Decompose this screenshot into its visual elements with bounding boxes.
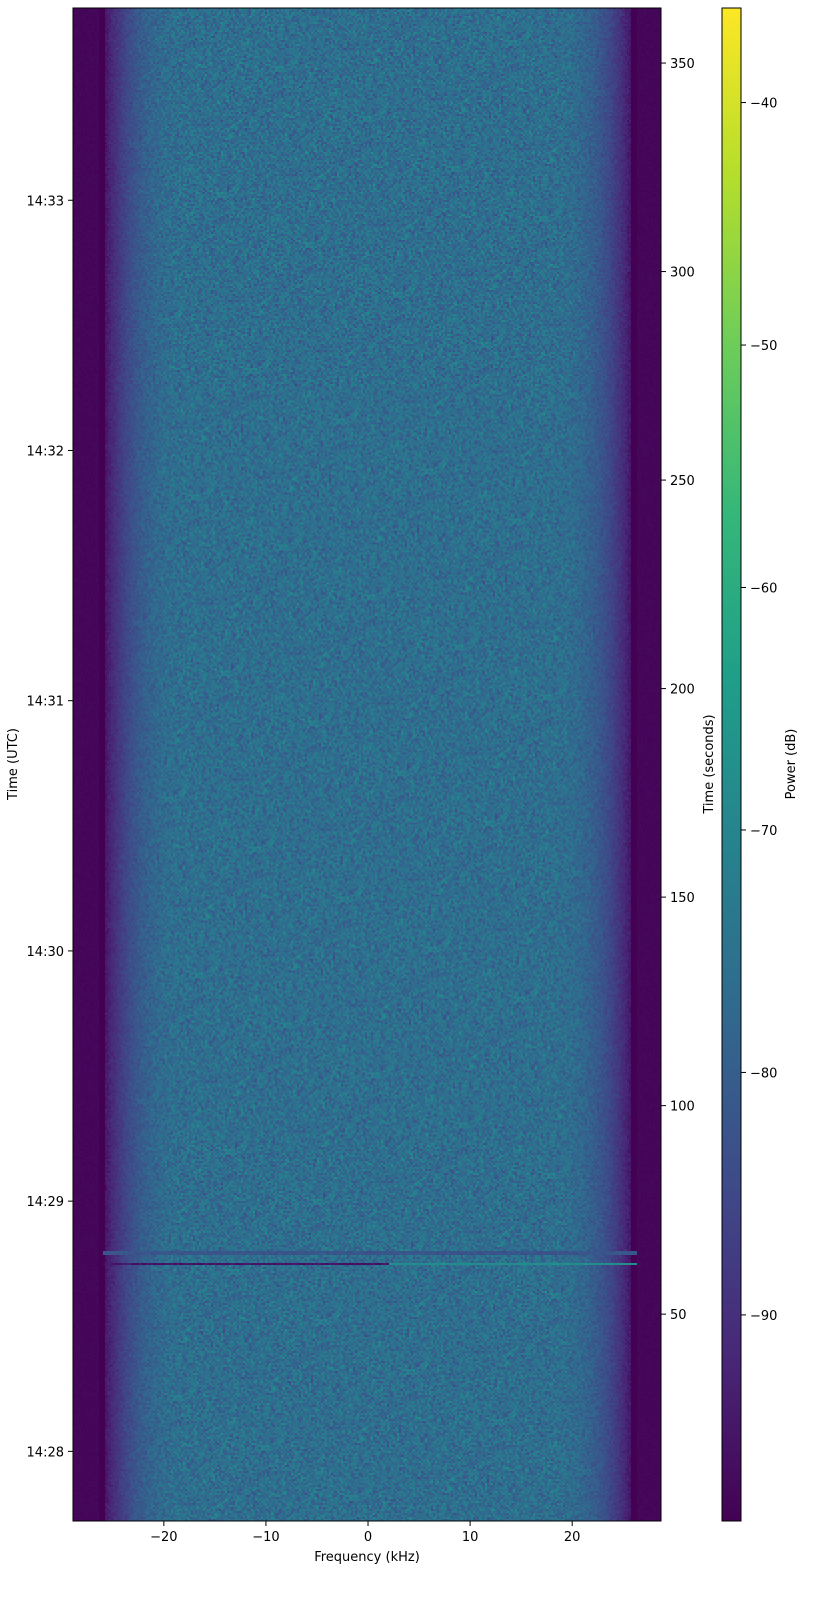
- right-y-tick-label: 50: [670, 1308, 687, 1323]
- right-y-tick-label: 300: [670, 266, 695, 281]
- right-y-tick-label: 150: [670, 891, 695, 906]
- left-y-tick-label: 14:33: [27, 194, 64, 209]
- left-y-tick-label: 14:29: [27, 1195, 64, 1210]
- colorbar-frame: [721, 7, 742, 1522]
- right-y-tick-label: 250: [670, 474, 695, 489]
- colorbar-tick-label: −80: [750, 1066, 777, 1081]
- x-tick-label: 20: [564, 1530, 581, 1545]
- spectrogram-heatmap: [73, 8, 661, 1521]
- x-tick-label: 10: [462, 1530, 479, 1545]
- plot-frame: [72, 7, 662, 1522]
- right-y-axis-label: Time (seconds): [702, 714, 717, 814]
- right-y-tick-label: 200: [670, 683, 695, 698]
- colorbar-label: Power (dB): [784, 729, 799, 800]
- x-tick-label: −10: [252, 1530, 279, 1545]
- x-axis-label: Frequency (kHz): [314, 1550, 420, 1565]
- colorbar-tick-label: −50: [750, 339, 777, 354]
- colorbar-tick-label: −40: [750, 97, 777, 112]
- colorbar-tick-label: −70: [750, 824, 777, 839]
- colorbar-tick-label: −90: [750, 1309, 777, 1324]
- left-y-axis-label: Time (UTC): [6, 728, 21, 801]
- left-y-tick-label: 14:30: [27, 945, 64, 960]
- right-y-tick-label: 100: [670, 1100, 695, 1115]
- x-tick-label: 0: [364, 1530, 372, 1545]
- left-y-tick-label: 14:32: [27, 444, 64, 459]
- left-y-tick-label: 14:28: [27, 1445, 64, 1460]
- colorbar-tick-label: −60: [750, 581, 777, 596]
- right-y-tick-label: 350: [670, 57, 695, 72]
- colorbar: [722, 8, 741, 1521]
- x-tick-label: −20: [150, 1530, 177, 1545]
- left-y-tick-label: 14:31: [27, 695, 64, 710]
